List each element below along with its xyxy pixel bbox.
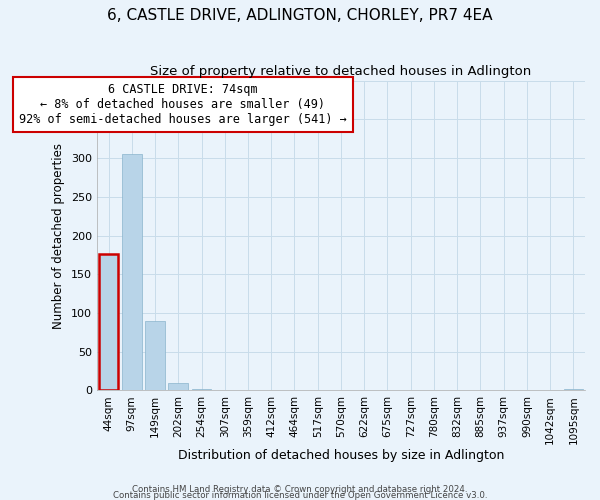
Text: Contains public sector information licensed under the Open Government Licence v3: Contains public sector information licen…: [113, 490, 487, 500]
Text: 6, CASTLE DRIVE, ADLINGTON, CHORLEY, PR7 4EA: 6, CASTLE DRIVE, ADLINGTON, CHORLEY, PR7…: [107, 8, 493, 22]
Bar: [145, 320, 165, 390]
Bar: [122, 154, 142, 390]
Bar: [169, 382, 188, 390]
Bar: [98, 254, 118, 390]
Title: Size of property relative to detached houses in Adlington: Size of property relative to detached ho…: [151, 65, 532, 78]
Bar: [563, 389, 583, 390]
X-axis label: Distribution of detached houses by size in Adlington: Distribution of detached houses by size …: [178, 450, 504, 462]
Bar: [191, 389, 211, 390]
Text: 6 CASTLE DRIVE: 74sqm
← 8% of detached houses are smaller (49)
92% of semi-detac: 6 CASTLE DRIVE: 74sqm ← 8% of detached h…: [19, 83, 347, 126]
Text: Contains HM Land Registry data © Crown copyright and database right 2024.: Contains HM Land Registry data © Crown c…: [132, 484, 468, 494]
Y-axis label: Number of detached properties: Number of detached properties: [52, 142, 65, 328]
